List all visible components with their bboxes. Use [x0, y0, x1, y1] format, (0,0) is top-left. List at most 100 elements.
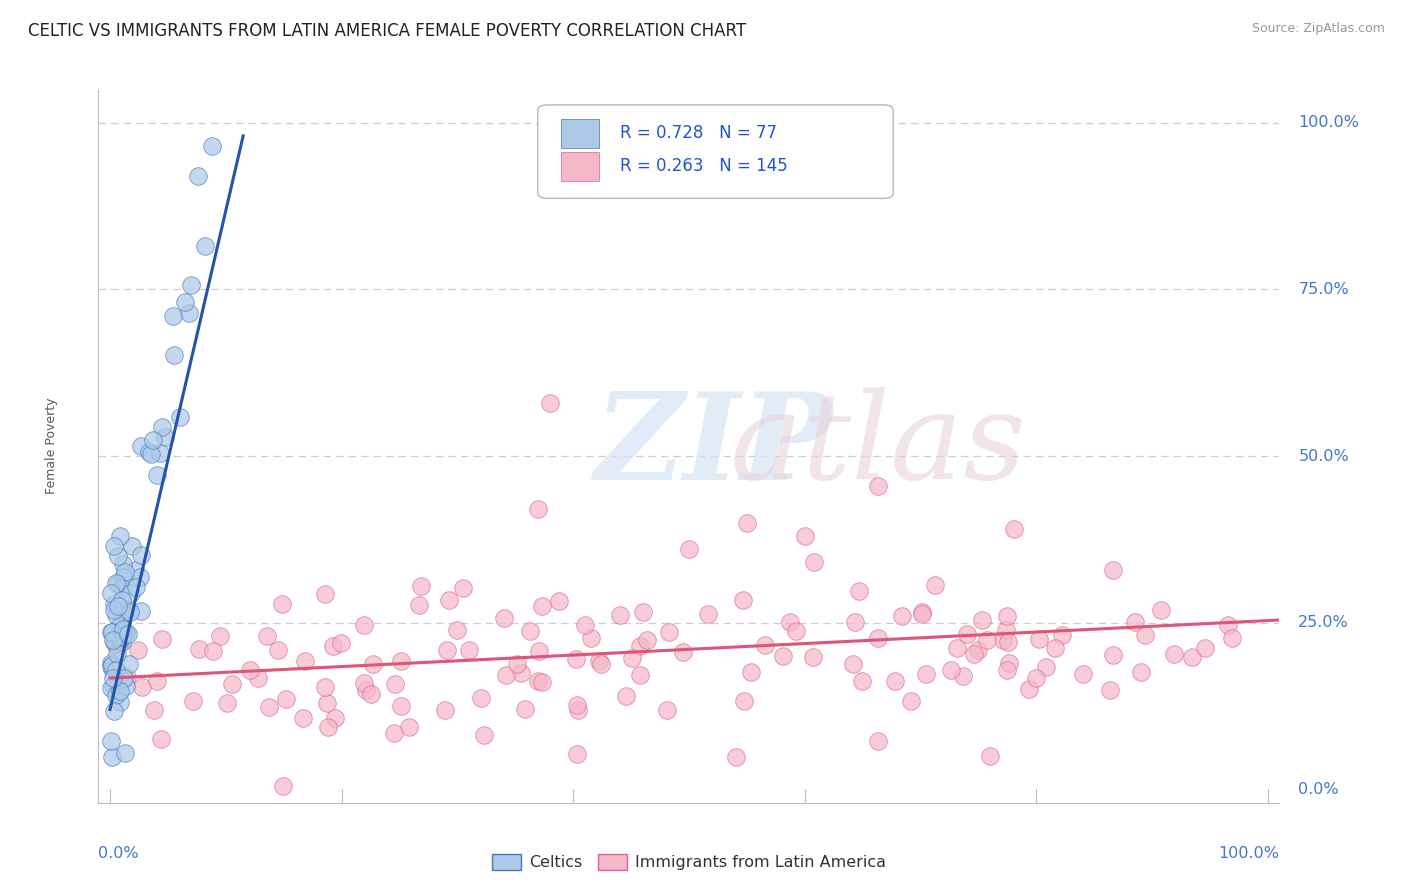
Point: [353, 617, 375, 632]
Point: [108, 634, 131, 648]
Point: [966, 643, 988, 657]
Point: [101, 671, 124, 685]
Point: [733, 593, 755, 607]
Point: [527, 502, 550, 516]
Point: [150, 731, 173, 746]
Point: [636, 633, 658, 648]
Point: [131, 681, 153, 695]
Point: [538, 395, 561, 409]
Point: [124, 563, 146, 577]
Point: [382, 726, 405, 740]
Point: [162, 309, 184, 323]
Text: 50.0%: 50.0%: [1298, 449, 1350, 464]
Point: [1125, 615, 1147, 630]
Point: [173, 295, 195, 310]
Point: [107, 683, 129, 698]
Point: [256, 629, 278, 643]
Point: [169, 409, 191, 424]
Point: [267, 643, 290, 657]
Point: [997, 634, 1019, 648]
Point: [101, 750, 124, 764]
Point: [995, 608, 1018, 623]
Point: [118, 657, 141, 671]
Point: [114, 602, 136, 616]
Point: [772, 648, 794, 663]
Text: 0.0%: 0.0%: [1298, 782, 1339, 797]
Text: Source: ZipAtlas.com: Source: ZipAtlas.com: [1251, 22, 1385, 36]
Point: [103, 539, 125, 553]
Point: [111, 593, 134, 607]
Point: [274, 692, 297, 706]
Point: [111, 570, 134, 584]
Point: [793, 529, 815, 543]
Point: [107, 549, 129, 563]
Point: [408, 598, 430, 612]
Point: [101, 625, 124, 640]
Text: 0.0%: 0.0%: [98, 846, 139, 861]
Point: [993, 633, 1015, 648]
Point: [146, 467, 169, 482]
FancyBboxPatch shape: [561, 120, 599, 148]
Point: [384, 677, 406, 691]
Point: [446, 624, 468, 638]
Point: [323, 711, 346, 725]
Point: [127, 643, 149, 657]
Point: [970, 613, 993, 627]
Point: [291, 711, 314, 725]
Point: [142, 433, 165, 447]
Point: [527, 673, 550, 688]
Point: [103, 632, 125, 647]
Point: [100, 658, 122, 673]
Point: [531, 599, 554, 613]
Point: [579, 632, 602, 646]
Point: [129, 549, 152, 563]
Point: [621, 650, 644, 665]
Point: [1194, 641, 1216, 656]
Point: [1099, 683, 1122, 698]
Text: 100.0%: 100.0%: [1219, 846, 1279, 861]
Point: [492, 611, 515, 625]
FancyBboxPatch shape: [561, 152, 599, 180]
Point: [114, 746, 136, 760]
Point: [733, 694, 755, 708]
Point: [398, 720, 420, 734]
Point: [322, 639, 344, 653]
Point: [150, 419, 173, 434]
Point: [564, 651, 586, 665]
Point: [614, 689, 637, 703]
Point: [451, 581, 474, 595]
Text: 100.0%: 100.0%: [1298, 115, 1360, 130]
Point: [866, 632, 889, 646]
Point: [108, 695, 131, 709]
Text: R = 0.263   N = 145: R = 0.263 N = 145: [620, 157, 789, 175]
Point: [354, 683, 377, 698]
Point: [1129, 665, 1152, 679]
Point: [101, 662, 124, 676]
Point: [472, 728, 495, 742]
Point: [439, 592, 461, 607]
Point: [129, 569, 152, 583]
Point: [103, 634, 125, 648]
Point: [565, 747, 588, 762]
Point: [100, 658, 122, 673]
Point: [900, 693, 922, 707]
Point: [995, 624, 1018, 638]
Point: [1163, 647, 1185, 661]
Point: [779, 615, 801, 630]
Point: [1018, 681, 1040, 696]
Point: [803, 555, 825, 569]
Point: [111, 616, 134, 631]
Point: [187, 642, 209, 657]
Point: [976, 632, 998, 647]
Point: [672, 645, 695, 659]
Point: [911, 605, 934, 619]
Point: [655, 703, 678, 717]
Point: [108, 529, 131, 543]
Point: [844, 615, 866, 629]
Point: [202, 644, 225, 658]
Point: [510, 666, 533, 681]
Point: [409, 579, 432, 593]
Point: [998, 656, 1021, 670]
Point: [316, 696, 339, 710]
Point: [108, 617, 131, 632]
